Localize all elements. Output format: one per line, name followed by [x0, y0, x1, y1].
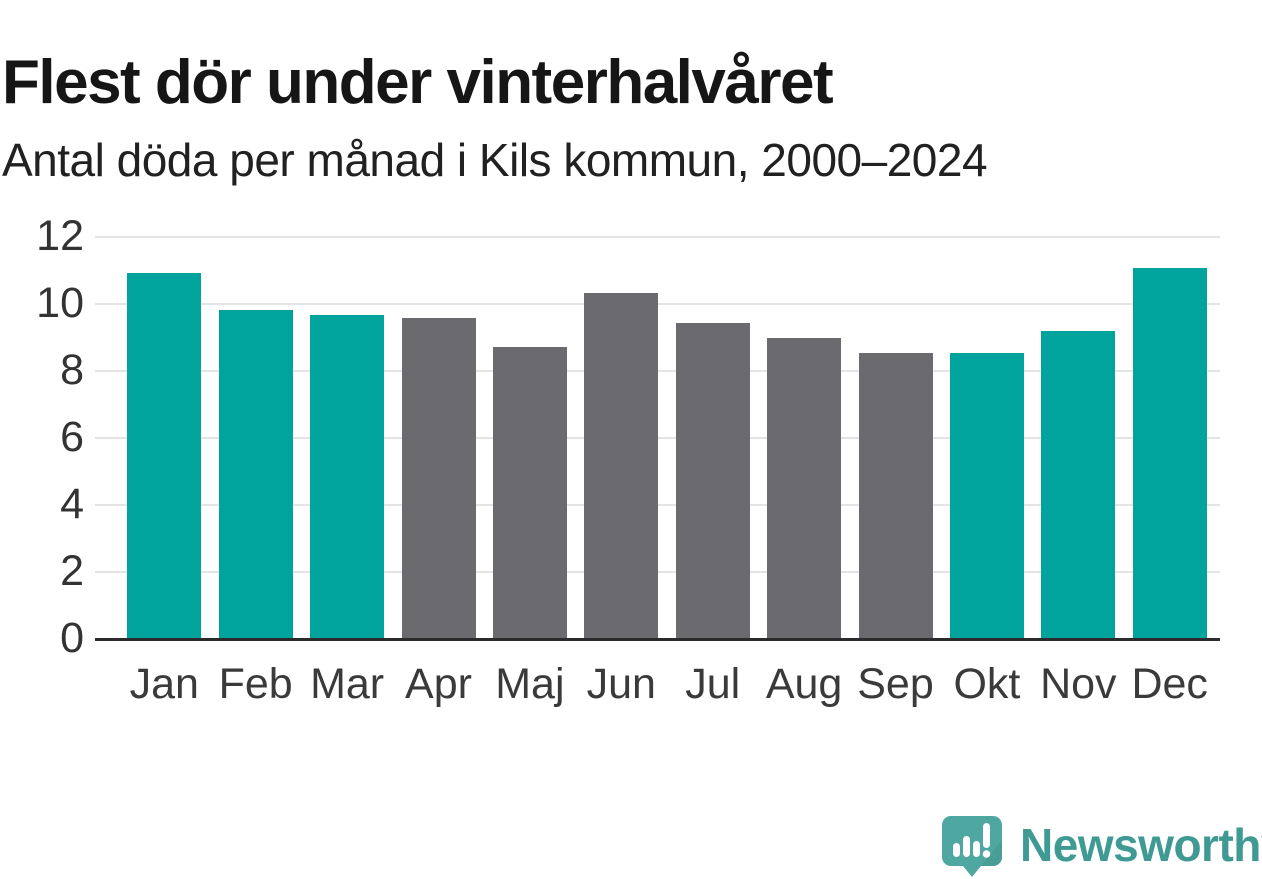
bar-jul [675, 323, 750, 638]
x-tick-label-okt: Okt [953, 660, 1021, 708]
y-tick-label-0: 0 [60, 614, 84, 662]
y-tick-label-10: 10 [36, 279, 84, 327]
newsworthy-logo-text: Newsworthy [1020, 819, 1262, 871]
bar-aug [767, 338, 842, 638]
y-tick-label-4: 4 [60, 480, 84, 528]
bar-jan [127, 272, 202, 638]
y-tick-label-8: 8 [60, 346, 84, 394]
bar-mar [310, 314, 385, 638]
chart-subtitle: Antal döda per månad i Kils kommun, 2000… [2, 134, 988, 186]
x-tick-label-aug: Aug [765, 660, 843, 708]
gridline-y-12 [95, 236, 1220, 238]
x-tick-label-nov: Nov [1040, 660, 1117, 708]
bar-nov [1041, 331, 1116, 638]
x-tick-label-jan: Jan [129, 660, 199, 708]
x-tick-label-dec: Dec [1131, 660, 1208, 708]
newsworthy-logo: Newsworthy [940, 814, 1262, 878]
bar-maj [492, 346, 567, 638]
y-tick-label-6: 6 [60, 413, 84, 461]
x-tick-label-apr: Apr [405, 660, 472, 708]
plot-area [95, 236, 1220, 641]
x-tick-label-jul: Jul [685, 660, 741, 708]
x-tick-label-maj: Maj [495, 660, 565, 708]
y-tick-label-2: 2 [60, 547, 84, 595]
bar-dec [1132, 267, 1207, 638]
x-tick-label-sep: Sep [857, 660, 934, 708]
chart-title: Flest dör under vinterhalvåret [2, 47, 834, 117]
y-tick-label-12: 12 [36, 212, 84, 260]
x-tick-label-jun: Jun [586, 660, 656, 708]
x-tick-label-feb: Feb [218, 660, 293, 708]
newsworthy-speech-bubble-bar-chart-icon [942, 816, 1002, 877]
x-tick-label-mar: Mar [310, 660, 385, 708]
bar-apr [401, 318, 476, 638]
bar-sep [858, 353, 933, 638]
bar-jun [584, 292, 659, 638]
bar-okt [949, 353, 1024, 638]
bar-feb [218, 309, 293, 638]
